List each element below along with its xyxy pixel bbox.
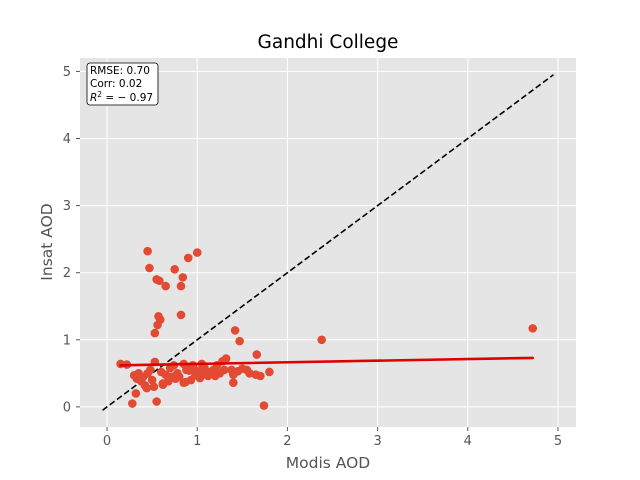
data-point bbox=[143, 369, 152, 378]
data-point bbox=[183, 253, 193, 263]
data-point bbox=[143, 246, 152, 256]
stats-rmse: RMSE: 0.70 bbox=[90, 65, 150, 77]
data-point bbox=[195, 373, 205, 383]
data-point bbox=[256, 371, 265, 381]
stats-r2-symbol: R bbox=[90, 92, 97, 104]
x-tick-label: 5 bbox=[554, 434, 562, 449]
data-point bbox=[252, 350, 262, 359]
data-point bbox=[150, 328, 160, 338]
data-point bbox=[317, 335, 326, 345]
data-point bbox=[131, 389, 141, 398]
data-point bbox=[192, 248, 202, 257]
data-point bbox=[147, 375, 157, 385]
y-axis-ticks: 0 1 2 3 4 5 bbox=[63, 65, 80, 415]
x-tick-label: 4 bbox=[464, 434, 472, 449]
data-point bbox=[186, 375, 196, 385]
data-point bbox=[161, 281, 170, 291]
stats-corr: Corr: 0.02 bbox=[90, 78, 142, 90]
x-axis-label: Modis AOD bbox=[286, 454, 371, 472]
data-point bbox=[152, 397, 161, 406]
y-tick-label: 0 bbox=[63, 400, 71, 415]
regression-line bbox=[119, 356, 535, 367]
data-point bbox=[259, 401, 269, 410]
x-tick-label: 0 bbox=[103, 434, 111, 449]
data-point bbox=[165, 373, 175, 382]
y-tick-label: 5 bbox=[63, 65, 71, 80]
stats-box-border bbox=[86, 62, 159, 106]
x-axis-ticks: 0 1 2 3 4 5 bbox=[103, 427, 562, 449]
data-point bbox=[229, 378, 238, 388]
x-tick-label: 2 bbox=[283, 434, 291, 449]
data-point bbox=[265, 367, 274, 377]
stats-r2-value: = − 0.97 bbox=[102, 92, 153, 104]
data-point bbox=[170, 265, 179, 274]
data-point bbox=[174, 372, 184, 381]
y-axis-label: Insat AOD bbox=[38, 203, 56, 281]
x-tick-label: 1 bbox=[193, 434, 201, 449]
grid bbox=[80, 58, 576, 427]
data-point bbox=[158, 380, 168, 390]
y-tick-label: 3 bbox=[63, 199, 71, 214]
y-tick-label: 2 bbox=[63, 266, 71, 281]
stats-box: RMSE: 0.70 Corr: 0.02 R2 = − 0.97 bbox=[86, 62, 159, 106]
data-point bbox=[528, 324, 538, 333]
x-tick-label: 3 bbox=[373, 434, 381, 449]
data-point bbox=[142, 383, 152, 393]
data-point bbox=[128, 399, 137, 408]
stats-r2: R2 = − 0.97 bbox=[90, 90, 153, 104]
data-point bbox=[200, 363, 209, 373]
data-point bbox=[221, 354, 231, 363]
data-point bbox=[230, 326, 240, 335]
points-layer bbox=[116, 246, 538, 410]
stats-r2-superscript: 2 bbox=[97, 90, 102, 99]
reference-line-layer bbox=[102, 74, 554, 411]
data-point bbox=[155, 276, 164, 286]
data-point bbox=[149, 382, 159, 392]
data-point bbox=[235, 336, 244, 346]
data-point bbox=[219, 365, 229, 375]
data-point bbox=[178, 273, 188, 282]
one-to-one-line bbox=[102, 74, 554, 411]
y-tick-label: 1 bbox=[63, 333, 71, 348]
chart-title: Gandhi College bbox=[258, 32, 399, 53]
data-point bbox=[145, 263, 154, 273]
fit-line-layer bbox=[119, 356, 535, 367]
y-tick-label: 4 bbox=[63, 132, 71, 147]
data-point bbox=[153, 320, 162, 330]
data-point bbox=[184, 366, 194, 375]
data-point bbox=[176, 310, 186, 320]
data-point bbox=[176, 281, 186, 291]
data-point bbox=[179, 378, 189, 388]
